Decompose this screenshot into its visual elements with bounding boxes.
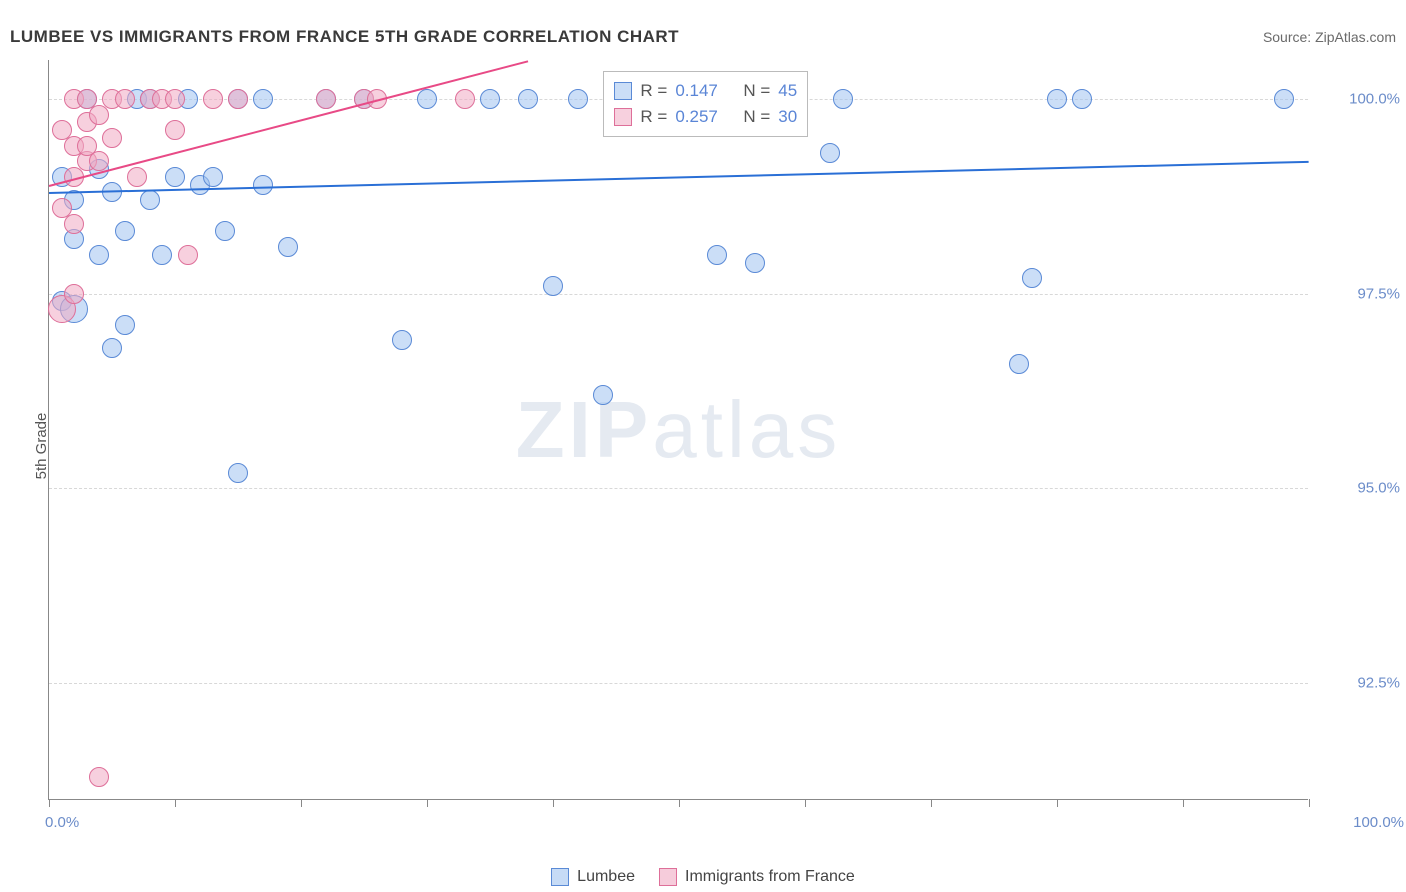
stat-n-value: 45 xyxy=(778,81,797,101)
x-tick xyxy=(301,799,302,807)
data-point xyxy=(253,175,273,195)
x-tick xyxy=(1309,799,1310,807)
source-label: Source: ZipAtlas.com xyxy=(1263,29,1396,45)
data-point xyxy=(165,89,185,109)
x-tick xyxy=(679,799,680,807)
data-point xyxy=(228,463,248,483)
data-point xyxy=(165,120,185,140)
data-point xyxy=(455,89,475,109)
watermark: ZIPatlas xyxy=(516,384,841,476)
data-point xyxy=(165,167,185,187)
data-point xyxy=(392,330,412,350)
stat-r-label: R = xyxy=(640,107,667,127)
data-point xyxy=(203,89,223,109)
gridline xyxy=(49,294,1308,295)
trend-line xyxy=(49,161,1309,194)
data-point xyxy=(215,221,235,241)
data-point xyxy=(140,190,160,210)
legend-item: Lumbee xyxy=(551,868,635,886)
data-point xyxy=(127,167,147,187)
trend-line xyxy=(49,60,528,187)
gridline xyxy=(49,488,1308,489)
data-point xyxy=(1274,89,1294,109)
data-point xyxy=(228,89,248,109)
legend-swatch xyxy=(614,82,632,100)
stat-legend-row: R = 0.147 N = 45 xyxy=(614,78,797,104)
stat-r-value: 0.147 xyxy=(675,81,718,101)
data-point xyxy=(316,89,336,109)
data-point xyxy=(89,245,109,265)
x-tick xyxy=(1183,799,1184,807)
stat-r-value: 0.257 xyxy=(675,107,718,127)
gridline xyxy=(49,683,1308,684)
y-tick-label: 95.0% xyxy=(1357,480,1400,497)
legend-item: Immigrants from France xyxy=(659,868,855,886)
data-point xyxy=(152,245,172,265)
data-point xyxy=(1047,89,1067,109)
data-point xyxy=(1022,268,1042,288)
chart-title: LUMBEE VS IMMIGRANTS FROM FRANCE 5TH GRA… xyxy=(10,27,679,47)
data-point xyxy=(707,245,727,265)
title-bar: LUMBEE VS IMMIGRANTS FROM FRANCE 5TH GRA… xyxy=(10,22,1396,52)
y-tick-label: 100.0% xyxy=(1349,90,1400,107)
watermark-bold: ZIP xyxy=(516,385,652,474)
x-tick-label: 100.0% xyxy=(1353,814,1404,831)
data-point xyxy=(417,89,437,109)
data-point xyxy=(480,89,500,109)
data-point xyxy=(64,284,84,304)
x-tick xyxy=(1057,799,1058,807)
watermark-rest: atlas xyxy=(652,385,841,474)
stat-legend: R = 0.147 N = 45R = 0.257 N = 30 xyxy=(603,71,808,137)
data-point xyxy=(102,128,122,148)
x-tick xyxy=(175,799,176,807)
data-point xyxy=(820,143,840,163)
data-point xyxy=(833,89,853,109)
data-point xyxy=(115,221,135,241)
x-tick xyxy=(553,799,554,807)
stat-legend-row: R = 0.257 N = 30 xyxy=(614,104,797,130)
bottom-legend: Lumbee Immigrants from France xyxy=(0,868,1406,886)
y-tick-label: 92.5% xyxy=(1357,675,1400,692)
data-point xyxy=(89,151,109,171)
data-point xyxy=(518,89,538,109)
legend-swatch xyxy=(551,868,569,886)
data-point xyxy=(1009,354,1029,374)
stat-n-label: N = xyxy=(743,81,770,101)
legend-label: Lumbee xyxy=(577,868,635,886)
x-tick xyxy=(49,799,50,807)
data-point xyxy=(568,89,588,109)
data-point xyxy=(115,89,135,109)
x-tick xyxy=(427,799,428,807)
data-point xyxy=(102,338,122,358)
data-point xyxy=(1072,89,1092,109)
x-tick xyxy=(805,799,806,807)
stat-n-label: N = xyxy=(743,107,770,127)
stat-r-label: R = xyxy=(640,81,667,101)
plot-area: ZIPatlas 92.5%95.0%97.5%100.0%0.0%100.0%… xyxy=(48,60,1308,800)
y-tick-label: 97.5% xyxy=(1357,285,1400,302)
stat-n-value: 30 xyxy=(778,107,797,127)
x-tick-label: 0.0% xyxy=(45,814,79,831)
data-point xyxy=(115,315,135,335)
data-point xyxy=(89,767,109,787)
data-point xyxy=(178,245,198,265)
data-point xyxy=(203,167,223,187)
chart-container: LUMBEE VS IMMIGRANTS FROM FRANCE 5TH GRA… xyxy=(0,0,1406,892)
data-point xyxy=(253,89,273,109)
data-point xyxy=(593,385,613,405)
data-point xyxy=(745,253,765,273)
data-point xyxy=(64,214,84,234)
legend-label: Immigrants from France xyxy=(685,868,855,886)
legend-swatch xyxy=(659,868,677,886)
legend-swatch xyxy=(614,108,632,126)
data-point xyxy=(543,276,563,296)
x-tick xyxy=(931,799,932,807)
data-point xyxy=(278,237,298,257)
